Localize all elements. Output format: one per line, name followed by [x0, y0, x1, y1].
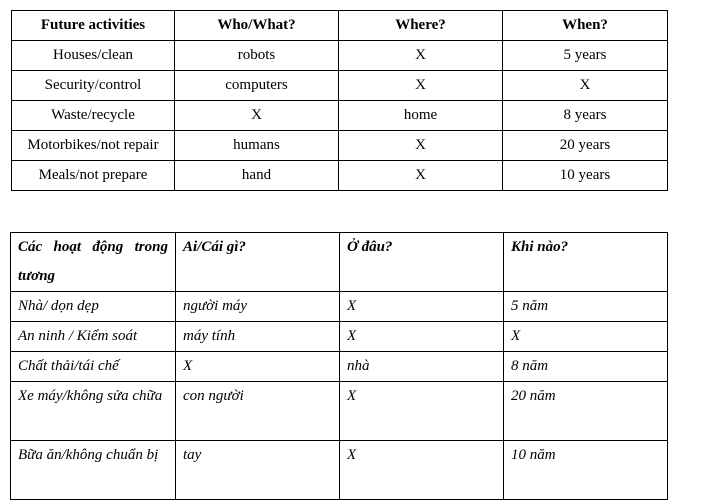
table-header-row: Các hoạt động trong tương Ai/Cái gì? Ở đ… [10, 232, 668, 292]
table-row: Security/control computers X X [11, 70, 668, 101]
table-cell: nhà [339, 351, 504, 382]
table-cell: người máy [175, 291, 340, 322]
table-cell: computers [174, 70, 339, 101]
table-cell: 10 years [502, 160, 668, 191]
table-cell: Xe máy/không sửa chữa [10, 381, 176, 441]
table-cell: 8 years [502, 100, 668, 131]
table-row: Nhà/ dọn dẹp người máy X 5 năm [10, 291, 668, 322]
table-row: Waste/recycle X home 8 years [11, 100, 668, 131]
table-cell: Nhà/ dọn dẹp [10, 291, 176, 322]
table-row: Xe máy/không sửa chữa con người X 20 năm [10, 381, 668, 441]
table-cell: X [503, 321, 668, 352]
table-cell: hand [174, 160, 339, 191]
table-row: Meals/not prepare hand X 10 years [11, 160, 668, 191]
header-cell: Khi nào? [503, 232, 668, 292]
table-cell: X [502, 70, 668, 101]
table-cell: X [338, 160, 503, 191]
table-cell: X [338, 40, 503, 71]
table-cell: X [338, 70, 503, 101]
table-cell: X [339, 381, 504, 441]
table-header-row: Future activities Who/What? Where? When? [11, 10, 668, 41]
table-cell: máy tính [175, 321, 340, 352]
future-activities-table-english: Future activities Who/What? Where? When?… [11, 10, 668, 191]
table-cell: 20 năm [503, 381, 668, 441]
header-cell: Future activities [11, 10, 175, 41]
table-cell: Bữa ăn/không chuẩn bị [10, 440, 176, 500]
table-cell: X [339, 291, 504, 322]
table-cell: X [175, 351, 340, 382]
table-cell: Motorbikes/not repair [11, 130, 175, 161]
table-cell: humans [174, 130, 339, 161]
header-cell: Ở đâu? [339, 232, 504, 292]
table-cell: 10 năm [503, 440, 668, 500]
table-cell: X [174, 100, 339, 131]
table-cell: 8 năm [503, 351, 668, 382]
table-row: Houses/clean robots X 5 years [11, 40, 668, 71]
future-activities-table-vietnamese: Các hoạt động trong tương Ai/Cái gì? Ở đ… [10, 232, 668, 500]
header-cell: Who/What? [174, 10, 339, 41]
header-cell: Các hoạt động trong tương [10, 232, 176, 292]
table-cell: X [339, 440, 504, 500]
table-cell: Waste/recycle [11, 100, 175, 131]
table-row: An ninh / Kiểm soát máy tính X X [10, 321, 668, 352]
table-cell: tay [175, 440, 340, 500]
table-cell: 5 years [502, 40, 668, 71]
table-cell: robots [174, 40, 339, 71]
table-row: Chất thải/tái chế X nhà 8 năm [10, 351, 668, 382]
table-cell: An ninh / Kiểm soát [10, 321, 176, 352]
table-cell: Chất thải/tái chế [10, 351, 176, 382]
header-cell: When? [502, 10, 668, 41]
header-cell: Ai/Cái gì? [175, 232, 340, 292]
table-cell: 5 năm [503, 291, 668, 322]
table-row: Motorbikes/not repair humans X 20 years [11, 130, 668, 161]
table-cell: con người [175, 381, 340, 441]
table-cell: X [339, 321, 504, 352]
table-cell: home [338, 100, 503, 131]
table-cell: Meals/not prepare [11, 160, 175, 191]
table-cell: Houses/clean [11, 40, 175, 71]
table-cell: 20 years [502, 130, 668, 161]
header-cell: Where? [338, 10, 503, 41]
table-cell: Security/control [11, 70, 175, 101]
table-row: Bữa ăn/không chuẩn bị tay X 10 năm [10, 440, 668, 500]
table-cell: X [338, 130, 503, 161]
